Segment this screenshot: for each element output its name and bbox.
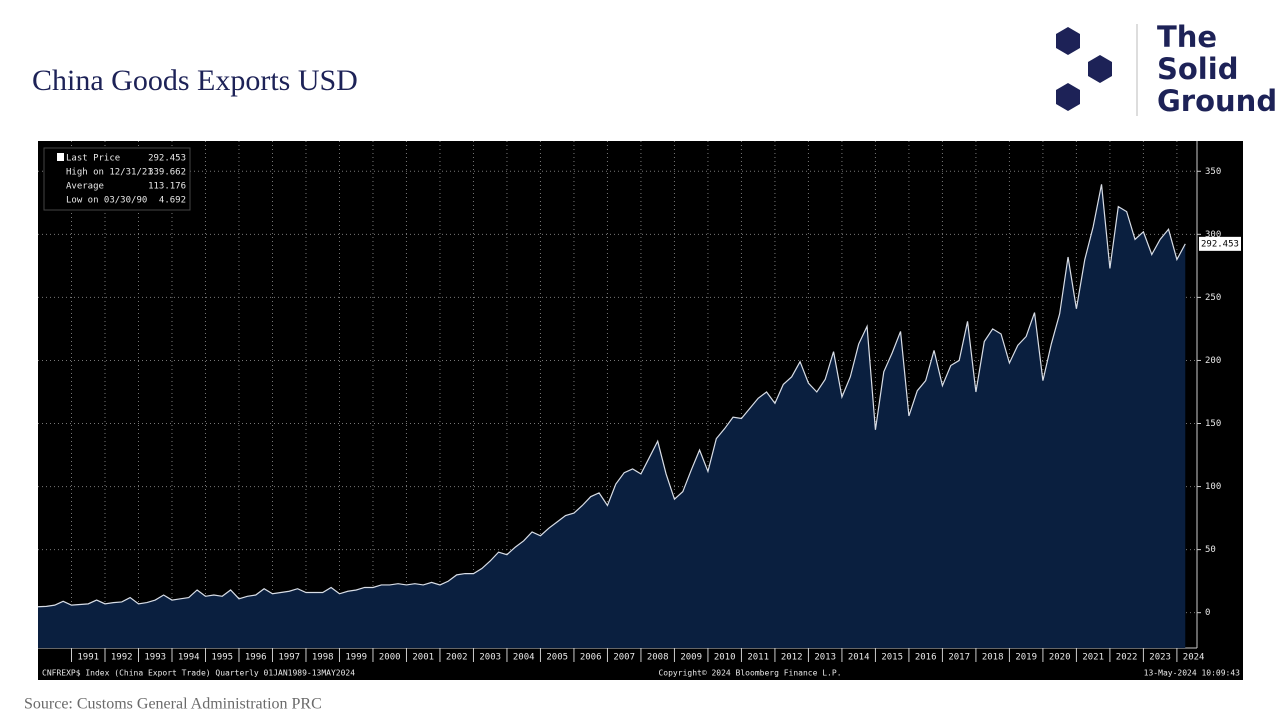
area [38, 184, 1186, 648]
x-tick-label: 2016 [915, 653, 937, 663]
y-tick-label: 50 [1205, 545, 1216, 555]
x-tick-label: 2012 [781, 653, 803, 663]
x-tick-label: 2001 [412, 653, 434, 663]
x-tick-label: 1998 [312, 653, 334, 663]
legend-swatch [57, 153, 64, 161]
y-tick-label: 350 [1205, 167, 1221, 177]
x-tick-label: 2022 [1116, 653, 1138, 663]
x-tick-label: 2002 [446, 653, 468, 663]
x-tick-label: 2024 [1183, 653, 1205, 663]
line [37, 184, 1186, 608]
slide-title: China Goods Exports USD [32, 64, 358, 97]
legend-value: 4.692 [159, 196, 186, 206]
x-tick-label: 1993 [144, 653, 166, 663]
source: Source: Customs General Administration P… [24, 696, 322, 713]
x-tick-label: 2023 [1149, 653, 1171, 663]
legend-value: 339.662 [148, 168, 186, 178]
x-tick-label: 2021 [1082, 653, 1104, 663]
legend-label: Average [66, 182, 104, 192]
plot: 0 50 100 150 200 250 300 350 1991 1992 1993 1994 199… [37, 141, 1241, 678]
x-tick-label: 1996 [245, 653, 267, 663]
y-tick-label: 200 [1205, 356, 1221, 366]
footer-left: CNFREXP$ Index (China Export Trade) Quar… [42, 669, 355, 678]
x-tick-label: 2004 [513, 653, 535, 663]
x-tick-label: 2003 [479, 653, 501, 663]
x-tick-label: 2007 [613, 653, 635, 663]
x-tick-label: 2008 [647, 653, 669, 663]
legend-label: Last Price [66, 154, 120, 164]
legend-label: Low on 03/30/90 [66, 196, 147, 206]
y-tick-label: 300 [1205, 230, 1221, 240]
x-tick-label: 1999 [345, 653, 367, 663]
logo-hex [1056, 83, 1080, 111]
legend-label: High on 12/31/21 [66, 168, 153, 178]
x-tick-label: 1997 [278, 653, 300, 663]
x-tick-label: 1995 [211, 653, 233, 663]
logo-text: The [1157, 20, 1217, 54]
x-tick-label: 1994 [178, 653, 200, 663]
last-price-label: 292.453 [1201, 239, 1239, 249]
x-tick-label: 2000 [379, 653, 401, 663]
footer-right: 13-May-2024 10:09:43 [1144, 669, 1241, 678]
legend-box [43, 147, 191, 211]
y-tick-label: 250 [1205, 293, 1221, 303]
x-tick-label: 1991 [77, 653, 99, 663]
x-tick-label: 2006 [580, 653, 602, 663]
x-tick-label: 1992 [111, 653, 133, 663]
x-tick-label: 2014 [848, 653, 870, 663]
x-tick-label: 2005 [546, 653, 568, 663]
legend-value: 292.453 [148, 154, 186, 164]
last-price-box [1199, 236, 1241, 251]
footer-center: Copyright© 2024 Bloomberg Finance L.P. [658, 669, 841, 678]
legend-value: 113.176 [148, 182, 186, 192]
logo-text: Ground [1157, 84, 1277, 118]
logo-hex [1088, 55, 1112, 83]
x-tick-label: 2017 [948, 653, 970, 663]
x-tick-label: 2011 [747, 653, 769, 663]
x-tick-label: 2013 [814, 653, 836, 663]
logo-text: Solid [1157, 52, 1238, 86]
x-tick-label: 2018 [982, 653, 1004, 663]
y-tick-label: 0 [1205, 608, 1210, 618]
logo: The Solid Ground [1056, 20, 1277, 118]
x-tick-label: 2010 [714, 653, 736, 663]
x-tick-label: 2015 [881, 653, 903, 663]
y-tick-label: 100 [1205, 482, 1221, 492]
x-tick-label: 2020 [1049, 653, 1071, 663]
x-tick-label: 2019 [1015, 653, 1037, 663]
x-tick-label: 2009 [680, 653, 702, 663]
logo-hex [1056, 27, 1080, 55]
y-tick-label: 150 [1205, 419, 1221, 429]
